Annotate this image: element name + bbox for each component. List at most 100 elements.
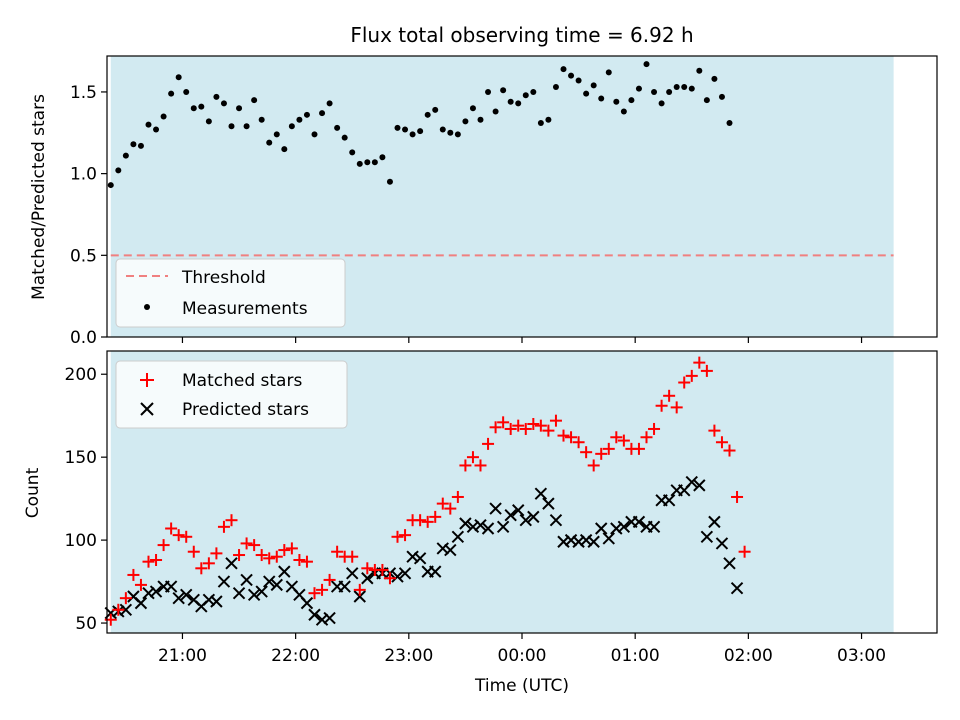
y-tick-label: 0.5 xyxy=(70,246,97,266)
matched-star-point xyxy=(225,514,238,527)
measurement-point xyxy=(175,74,182,81)
predicted-star-point xyxy=(685,475,698,489)
predicted-star-point xyxy=(587,535,600,548)
predicted-star-point xyxy=(617,520,631,534)
matched-star-point xyxy=(270,550,283,563)
predicted-star-point xyxy=(534,487,548,500)
bottom-legend: Matched stars Predicted stars xyxy=(115,360,348,429)
measurement-point xyxy=(386,178,393,185)
measurement-point xyxy=(402,126,409,133)
measurement-point xyxy=(137,142,144,149)
predicted-star-point xyxy=(119,603,133,616)
predicted-star-point xyxy=(240,573,253,587)
matched-star-point xyxy=(497,416,510,429)
bottom-matched-stars xyxy=(104,356,751,626)
measurement-point xyxy=(190,105,197,112)
matched-star-point xyxy=(572,436,585,449)
predicted-star-point xyxy=(134,596,148,610)
measurement-point xyxy=(394,124,401,131)
matched-star-point xyxy=(353,583,366,596)
matched-star-point xyxy=(489,421,502,434)
measurement-point xyxy=(145,121,152,128)
measurement-point xyxy=(288,123,295,130)
predicted-star-point xyxy=(217,575,231,588)
predicted-star-point xyxy=(466,520,480,534)
measurement-point xyxy=(605,69,612,76)
predicted-star-point xyxy=(481,522,495,535)
measurement-point xyxy=(334,124,341,131)
predicted-star-point xyxy=(278,565,291,578)
x-tick-label: 00:00 xyxy=(498,646,547,666)
matched-star-point xyxy=(655,399,668,412)
predicted-star-point xyxy=(527,510,540,524)
measurement-point xyxy=(432,106,439,113)
chart-title: Flux total observing time = 6.92 h xyxy=(350,23,693,47)
measurement-point xyxy=(236,105,243,112)
top-y-ticks: 0.0 0.5 1.0 1.5 xyxy=(70,83,107,348)
measurement-point xyxy=(341,134,348,141)
measurement-point xyxy=(477,116,484,123)
predicted-star-point xyxy=(579,533,593,547)
matched-star-point xyxy=(640,431,653,444)
measurement-point xyxy=(198,103,205,110)
predicted-star-point xyxy=(715,537,729,550)
predicted-star-point xyxy=(496,520,510,534)
matched-star-point xyxy=(399,529,412,542)
predicted-star-point xyxy=(338,580,351,593)
predicted-star-point xyxy=(693,479,706,492)
measurement-point xyxy=(153,126,160,133)
matched-star-point xyxy=(210,547,223,560)
x-tick-label: 21:00 xyxy=(158,646,207,666)
measurement-point xyxy=(258,116,265,123)
predicted-star-point xyxy=(210,595,223,608)
measurement-point xyxy=(447,129,454,136)
predicted-star-point xyxy=(263,575,276,588)
matched-star-point xyxy=(482,437,495,450)
matched-star-point xyxy=(557,429,570,442)
measurement-point xyxy=(681,84,688,91)
matched-star-point xyxy=(217,520,230,533)
measurement-point xyxy=(560,66,567,73)
measurement-point xyxy=(522,92,529,99)
predicted-star-point xyxy=(572,535,585,548)
measurement-point xyxy=(266,139,273,146)
measurement-point xyxy=(590,82,597,89)
measurement-point xyxy=(364,159,371,166)
predicted-star-point xyxy=(142,586,155,600)
top-legend-box xyxy=(115,258,346,328)
predicted-star-point xyxy=(353,590,366,603)
x-tick-label: 23:00 xyxy=(384,646,433,666)
measurement-point xyxy=(251,97,258,104)
measurement-point xyxy=(583,90,590,97)
bottom-legend-matched-label: Matched stars xyxy=(182,371,302,391)
measurement-point xyxy=(273,131,280,138)
measurement-point xyxy=(243,123,250,130)
measurement-point xyxy=(620,108,627,115)
y-tick-label: 100 xyxy=(65,531,97,551)
predicted-star-point xyxy=(429,565,442,578)
measurement-point xyxy=(613,98,620,105)
measurement-point xyxy=(658,100,665,107)
matched-star-point xyxy=(519,422,532,435)
predicted-star-point xyxy=(436,542,449,555)
matched-star-point xyxy=(172,529,185,542)
matched-star-point xyxy=(376,563,389,576)
measurement-point xyxy=(628,97,635,104)
predicted-star-point xyxy=(247,588,261,602)
matched-star-point xyxy=(323,573,336,586)
matched-star-point xyxy=(157,539,170,552)
matched-star-point xyxy=(285,542,298,555)
y-tick-label: 0.0 xyxy=(70,328,97,348)
measurement-point xyxy=(319,110,326,117)
matched-star-point xyxy=(617,434,630,447)
predicted-star-point xyxy=(225,557,238,570)
measurement-point xyxy=(635,85,642,92)
measurement-point xyxy=(688,85,695,92)
matched-star-point xyxy=(316,583,329,596)
matched-star-point xyxy=(361,562,374,575)
predicted-star-point xyxy=(255,585,268,598)
predicted-star-point xyxy=(489,502,502,515)
predicted-star-point xyxy=(512,504,525,517)
y-tick-label: 150 xyxy=(65,448,97,468)
